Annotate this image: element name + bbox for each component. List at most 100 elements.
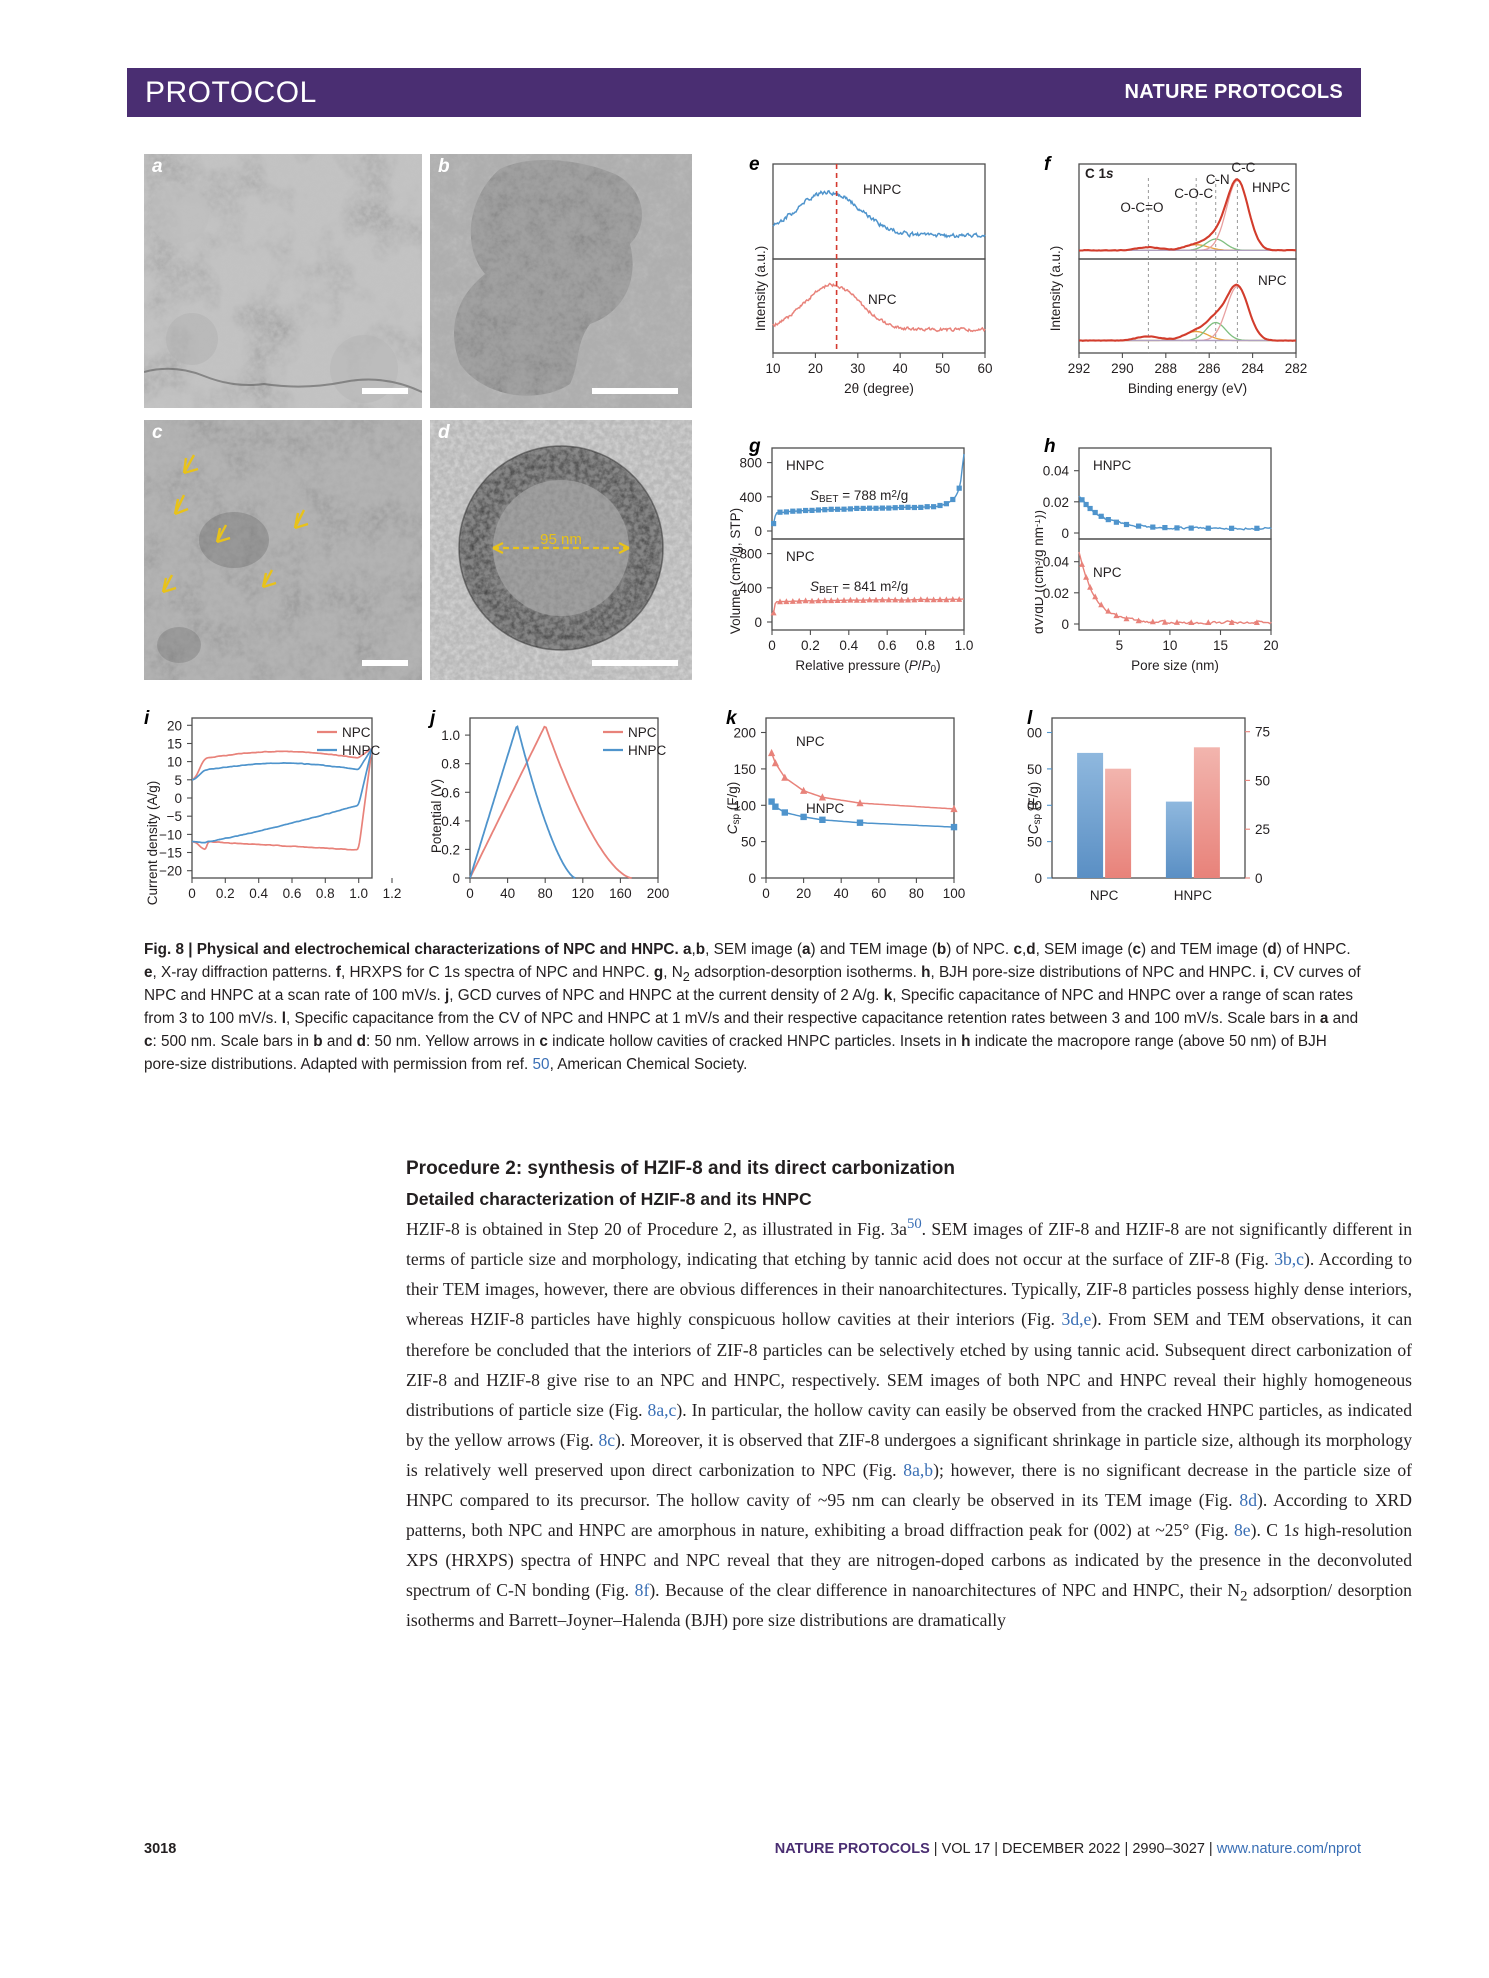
svg-text:290: 290 xyxy=(1111,361,1134,376)
svg-text:0.2: 0.2 xyxy=(441,842,460,857)
svg-text:10: 10 xyxy=(1162,638,1177,653)
svg-text:5: 5 xyxy=(1116,638,1124,653)
svg-text:1.2: 1.2 xyxy=(383,886,402,901)
svg-text:292: 292 xyxy=(1068,361,1091,376)
svg-text:0.4: 0.4 xyxy=(249,886,268,901)
svg-text:95 nm: 95 nm xyxy=(540,531,582,548)
svg-text:Intensity (a.u.): Intensity (a.u.) xyxy=(1048,246,1063,332)
svg-text:288: 288 xyxy=(1155,361,1178,376)
svg-text:0.02: 0.02 xyxy=(1043,495,1069,510)
svg-text:10: 10 xyxy=(167,755,182,770)
svg-text:0: 0 xyxy=(1061,526,1069,541)
svg-text:15: 15 xyxy=(167,737,182,752)
svg-text:−20: −20 xyxy=(159,864,182,879)
svg-text:20: 20 xyxy=(796,886,811,901)
svg-text:HNPC: HNPC xyxy=(1093,458,1132,473)
svg-text:NPC: NPC xyxy=(786,549,815,564)
svg-text:20: 20 xyxy=(1263,638,1278,653)
svg-text:40: 40 xyxy=(834,886,849,901)
svg-text:0: 0 xyxy=(466,886,474,901)
svg-text:C-C: C-C xyxy=(1231,160,1255,175)
svg-text:0: 0 xyxy=(174,791,182,806)
svg-text:NPC: NPC xyxy=(628,725,657,740)
svg-text:0.4: 0.4 xyxy=(839,638,858,653)
svg-text:0.8: 0.8 xyxy=(441,757,460,772)
svg-text:0.04: 0.04 xyxy=(1043,555,1070,570)
svg-text:−10: −10 xyxy=(159,827,182,842)
svg-text:0.8: 0.8 xyxy=(316,886,335,901)
svg-text:150: 150 xyxy=(733,762,756,777)
svg-text:NPC: NPC xyxy=(796,734,825,749)
svg-text:50: 50 xyxy=(1255,773,1270,788)
svg-text:60: 60 xyxy=(977,361,992,376)
svg-text:286: 286 xyxy=(1198,361,1221,376)
svg-text:50: 50 xyxy=(1027,835,1042,850)
svg-text:50: 50 xyxy=(741,835,756,850)
svg-text:Scan rate (mV/s): Scan rate (mV/s) xyxy=(809,906,910,908)
svg-text:150: 150 xyxy=(1027,762,1042,777)
svg-text:C-O-C: C-O-C xyxy=(1174,186,1213,201)
svg-text:20: 20 xyxy=(167,718,182,733)
svg-text:Retention of Csp (%): Retention of Csp (%) xyxy=(1281,742,1282,864)
svg-text:0: 0 xyxy=(452,871,460,886)
svg-text:C 1s: C 1s xyxy=(1085,166,1114,181)
svg-text:NPC: NPC xyxy=(1258,273,1287,288)
svg-text:0: 0 xyxy=(754,524,762,539)
svg-text:HNPC: HNPC xyxy=(342,743,381,758)
svg-text:0.8: 0.8 xyxy=(916,638,935,653)
svg-text:75: 75 xyxy=(1255,725,1270,740)
svg-text:30: 30 xyxy=(850,361,865,376)
svg-text:200: 200 xyxy=(647,886,670,901)
svg-text:C-N: C-N xyxy=(1206,172,1230,187)
svg-text:Csp (F/g): Csp (F/g) xyxy=(726,782,742,835)
svg-text:NPC: NPC xyxy=(342,725,371,740)
svg-text:NPC: NPC xyxy=(868,292,897,307)
svg-text:0: 0 xyxy=(1255,871,1263,886)
svg-text:60: 60 xyxy=(871,886,886,901)
svg-text:Intensity (a.u.): Intensity (a.u.) xyxy=(753,246,768,332)
svg-text:HNPC: HNPC xyxy=(806,801,845,816)
svg-text:1.0: 1.0 xyxy=(349,886,368,901)
svg-text:O-C=O: O-C=O xyxy=(1120,200,1163,215)
svg-text:0.6: 0.6 xyxy=(283,886,302,901)
svg-text:Potential (V): Potential (V) xyxy=(430,779,444,853)
svg-text:400: 400 xyxy=(739,490,762,505)
svg-text:25: 25 xyxy=(1255,822,1270,837)
svg-text:0.2: 0.2 xyxy=(216,886,235,901)
svg-text:0.02: 0.02 xyxy=(1043,586,1069,601)
svg-text:NPC: NPC xyxy=(1093,565,1122,580)
svg-text:0.2: 0.2 xyxy=(801,638,820,653)
svg-text:80: 80 xyxy=(538,886,553,901)
svg-text:10: 10 xyxy=(765,361,780,376)
svg-text:Potential (V): Potential (V) xyxy=(245,906,319,908)
svg-text:0: 0 xyxy=(188,886,196,901)
svg-text:284: 284 xyxy=(1241,361,1264,376)
svg-text:Time (s): Time (s) xyxy=(540,906,589,908)
svg-text:0.6: 0.6 xyxy=(441,785,460,800)
svg-text:0: 0 xyxy=(762,886,770,901)
svg-text:282: 282 xyxy=(1285,361,1308,376)
svg-text:1.0: 1.0 xyxy=(441,728,460,743)
svg-text:HNPC: HNPC xyxy=(1252,180,1291,195)
svg-text:100: 100 xyxy=(943,886,966,901)
svg-text:Relative pressure (P/P0): Relative pressure (P/P0) xyxy=(795,658,940,675)
svg-text:SBET = 788 m2/g: SBET = 788 m2/g xyxy=(810,488,908,505)
svg-text:dV/dD ((cm3/g nm-1)): dV/dD ((cm3/g nm-1)) xyxy=(1035,510,1046,634)
svg-text:40: 40 xyxy=(893,361,908,376)
svg-text:HNPC: HNPC xyxy=(1174,888,1213,903)
svg-text:50: 50 xyxy=(935,361,950,376)
svg-text:Current density (A/g): Current density (A/g) xyxy=(145,781,160,906)
svg-text:0.4: 0.4 xyxy=(441,814,460,829)
svg-text:160: 160 xyxy=(609,886,632,901)
svg-text:HNPC: HNPC xyxy=(786,458,825,473)
svg-text:0: 0 xyxy=(768,638,776,653)
svg-text:HNPC: HNPC xyxy=(863,182,902,197)
svg-text:0: 0 xyxy=(1034,871,1042,886)
svg-text:15: 15 xyxy=(1213,638,1228,653)
svg-text:1.0: 1.0 xyxy=(955,638,974,653)
svg-text:2θ (degree): 2θ (degree) xyxy=(844,381,914,396)
svg-text:Volume (cm3/g, STP): Volume (cm3/g, STP) xyxy=(728,508,743,634)
svg-text:Pore size (nm): Pore size (nm) xyxy=(1131,658,1219,673)
svg-text:Binding energy (eV): Binding energy (eV) xyxy=(1128,381,1247,396)
svg-text:0: 0 xyxy=(754,615,762,630)
